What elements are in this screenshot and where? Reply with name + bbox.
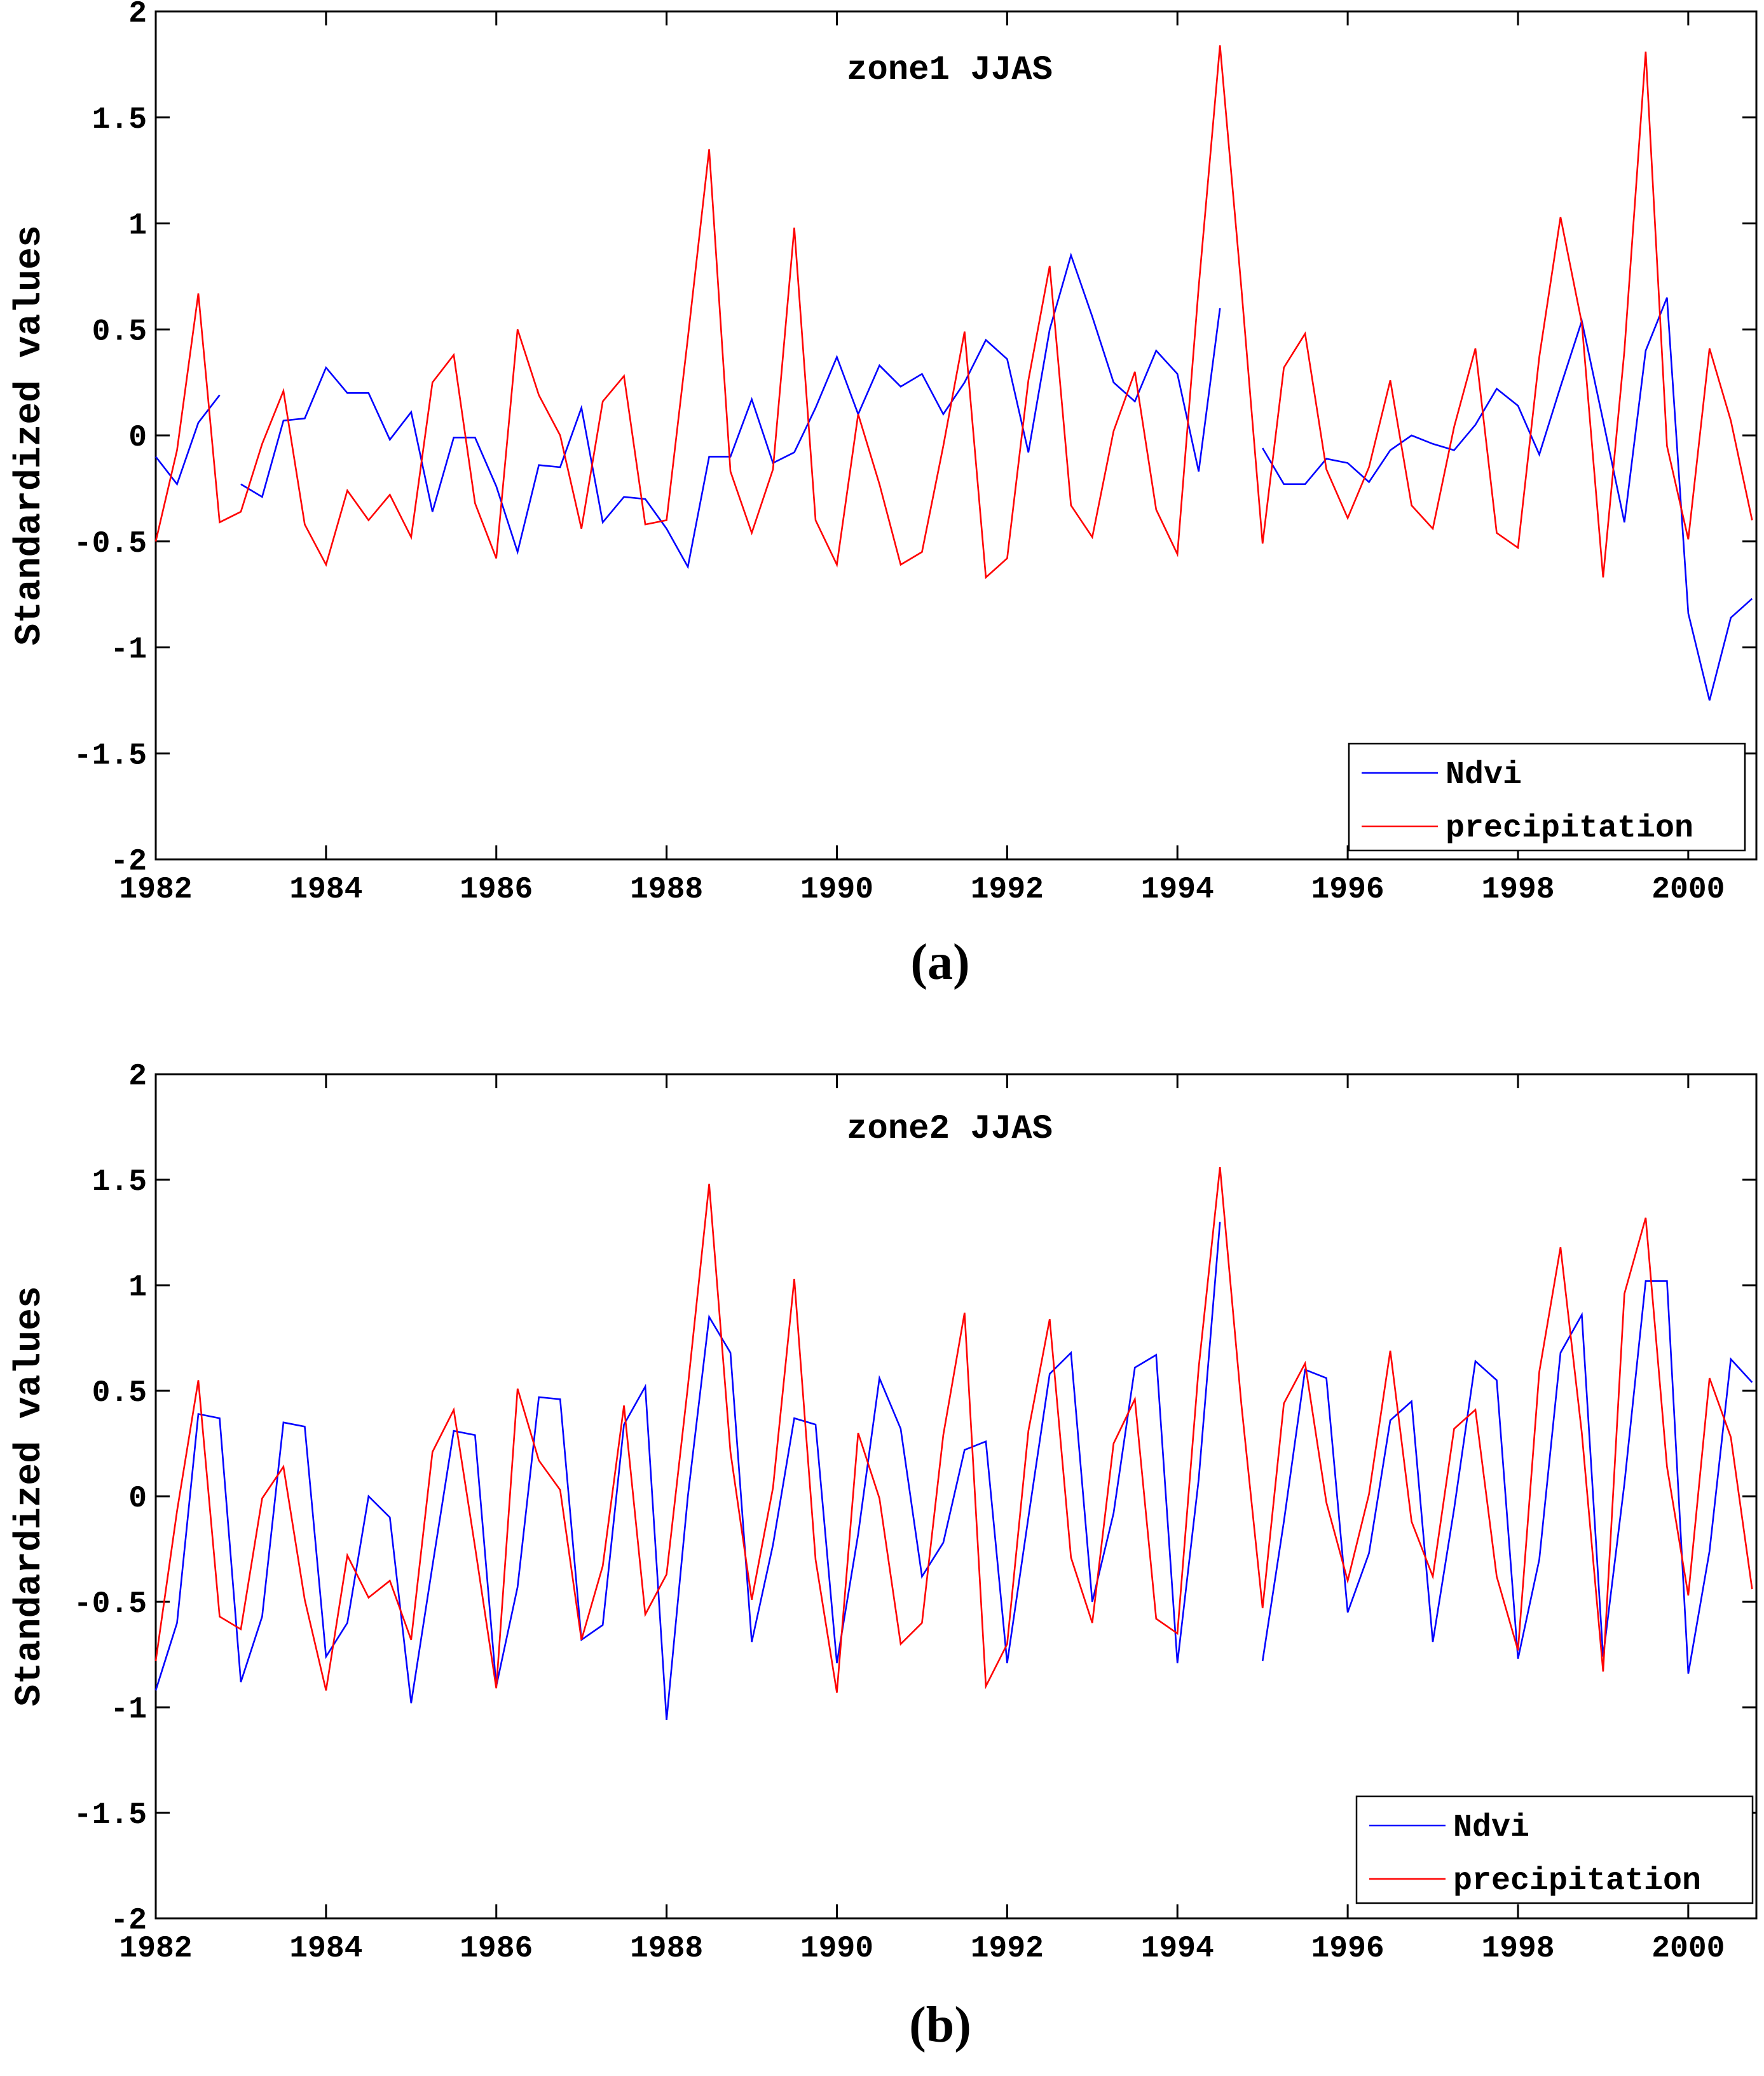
y-tick-label: -1.5 xyxy=(74,1798,147,1833)
x-tick-label: 1982 xyxy=(119,1932,192,1966)
plot-area xyxy=(154,1073,1758,1920)
legend-label: precipitation xyxy=(1453,1863,1701,1899)
x-tick-label: 2000 xyxy=(1651,1932,1725,1966)
series-line-precipitation xyxy=(154,45,1753,580)
x-tick-label: 1992 xyxy=(971,873,1044,907)
panel-label: (a) xyxy=(910,934,969,990)
x-tick-label: 1990 xyxy=(800,873,873,907)
x-tick-label: 1994 xyxy=(1141,873,1214,907)
x-tick-label: 1992 xyxy=(971,1932,1044,1966)
y-tick-label: 1 xyxy=(128,1271,147,1305)
legend-label: Ndvi xyxy=(1453,1810,1529,1846)
y-tick-label: -2 xyxy=(110,845,147,879)
legend-label: Ndvi xyxy=(1446,757,1522,793)
y-tick-label: 0 xyxy=(128,1482,147,1516)
x-tick-label: 1988 xyxy=(630,873,703,907)
x-tick-label: 1982 xyxy=(119,873,192,907)
y-tick-label: 0 xyxy=(128,421,147,455)
x-tick-label: 1998 xyxy=(1481,873,1554,907)
y-axis-title: Standardized values xyxy=(10,225,51,645)
y-tick-label: 0.5 xyxy=(92,1376,147,1410)
y-tick-label: 1.5 xyxy=(92,103,147,137)
series-line-precipitation xyxy=(154,1166,1753,1693)
y-tick-label: -0.5 xyxy=(74,1587,147,1622)
chart-title: zone2 JJAS xyxy=(847,1110,1053,1149)
plot-area xyxy=(154,10,1758,861)
y-tick-label: 0.5 xyxy=(92,315,147,349)
y-tick-label: 2 xyxy=(128,0,147,31)
y-tick-label: 1.5 xyxy=(92,1165,147,1199)
y-tick-label: -0.5 xyxy=(74,527,147,561)
x-tick-label: 2000 xyxy=(1651,873,1725,907)
x-tick-label: 1994 xyxy=(1141,1932,1214,1966)
panel-a: -2 -1.5 -1 -0.5 0 0.5 1 1.5 2 1982 1984 1986 1988 199… xyxy=(10,0,1758,990)
panel-label: (b) xyxy=(909,1997,971,2053)
x-tick-label: 1996 xyxy=(1311,873,1384,907)
chart-title: zone1 JJAS xyxy=(847,51,1053,90)
y-tick-label: -2 xyxy=(110,1904,147,1938)
panel-b: -2 -1.5 -1 -0.5 0 0.5 1 1.5 2 1982 1984 1986 1988 199… xyxy=(10,1060,1758,2053)
x-tick-label: 1998 xyxy=(1481,1932,1554,1966)
x-tick-label: 1996 xyxy=(1311,1932,1384,1966)
legend-label: precipitation xyxy=(1446,810,1693,847)
y-axis-title: Standardized values xyxy=(10,1286,51,1706)
x-tick-label: 1988 xyxy=(630,1932,703,1966)
x-tick-label: 1986 xyxy=(460,1932,533,1966)
legend-box xyxy=(1348,742,1746,852)
x-tick-label: 1990 xyxy=(800,1932,873,1966)
y-tick-label: 2 xyxy=(128,1060,147,1094)
y-tick-label: -1 xyxy=(110,633,147,667)
y-tick-label: 1 xyxy=(128,209,147,243)
legend-box xyxy=(1355,1795,1754,1904)
y-tick-label: -1 xyxy=(110,1693,147,1727)
y-tick-label: -1.5 xyxy=(74,739,147,773)
x-tick-label: 1984 xyxy=(289,873,362,907)
x-tick-label: 1986 xyxy=(460,873,533,907)
x-tick-label: 1984 xyxy=(289,1932,362,1966)
